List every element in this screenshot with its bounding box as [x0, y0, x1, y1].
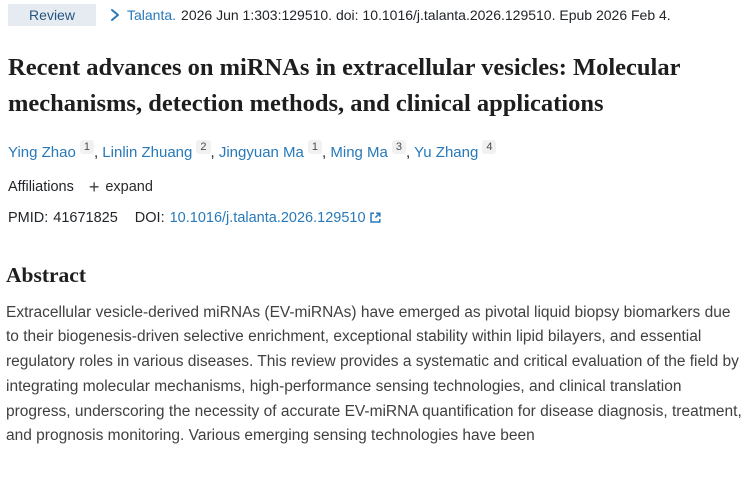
abstract-heading: Abstract [6, 262, 87, 287]
citation-text: 2026 Jun 1:303:129510. doi: 10.1016/j.ta… [181, 7, 671, 23]
pmid-value: 41671825 [53, 209, 118, 226]
publication-type-badge: Review [8, 4, 96, 26]
author-affiliation-sup: 2 [196, 139, 211, 154]
doi-value: 10.1016/j.talanta.2026.129510 [169, 209, 366, 226]
chevron-right-icon [110, 8, 120, 22]
pmid-label: PMID: [8, 209, 49, 226]
doi-pair: DOI: 10.1016/j.talanta.2026.129510 [135, 210, 382, 226]
article-page: Review Talanta. 2026 Jun 1:303:129510. d… [0, 4, 750, 445]
author-link[interactable]: Ying Zhao [8, 143, 76, 161]
author-link[interactable]: Jingyuan Ma [218, 143, 304, 161]
author-list: Ying Zhao 1, Linlin Zhuang 2, Jingyuan Ma 1… [8, 139, 742, 161]
author-separator: , [210, 143, 219, 161]
author-separator: , [406, 143, 415, 161]
article-title: Recent advances on miRNAs in extracellul… [8, 54, 681, 118]
pmid-pair: PMID: 41671825 [8, 210, 118, 226]
author-link[interactable]: Ming Ma [330, 143, 388, 161]
author-link[interactable]: Linlin Zhuang [102, 143, 193, 161]
author-affiliation-sup: 1 [307, 139, 323, 154]
expand-affiliations-button[interactable]: + expand [89, 178, 153, 196]
author-link[interactable]: Yu Zhang [414, 143, 479, 161]
external-link-icon [369, 211, 382, 224]
doi-link[interactable]: 10.1016/j.talanta.2026.129510 [170, 210, 382, 226]
journal-link[interactable]: Talanta. [127, 7, 177, 23]
expand-label: expand [105, 178, 153, 195]
affiliations-label: Affiliations [8, 178, 74, 195]
plus-icon: + [88, 176, 100, 197]
author-affiliation-sup: 4 [482, 139, 497, 154]
author-affiliation-sup: 1 [79, 139, 94, 154]
author-separator: , [322, 143, 331, 161]
doi-label: DOI: [134, 209, 165, 226]
author-affiliation-sup: 3 [391, 139, 407, 154]
affiliations-row: Affiliations + expand [8, 178, 750, 196]
abstract-text: Extracellular vesicle-derived miRNAs (EV… [6, 303, 742, 445]
identifiers-row: PMID: 41671825 DOI: 10.1016/j.talanta.20… [8, 210, 750, 226]
citation-bar: Review Talanta. 2026 Jun 1:303:129510. d… [0, 4, 750, 26]
author-separator: , [93, 143, 103, 161]
